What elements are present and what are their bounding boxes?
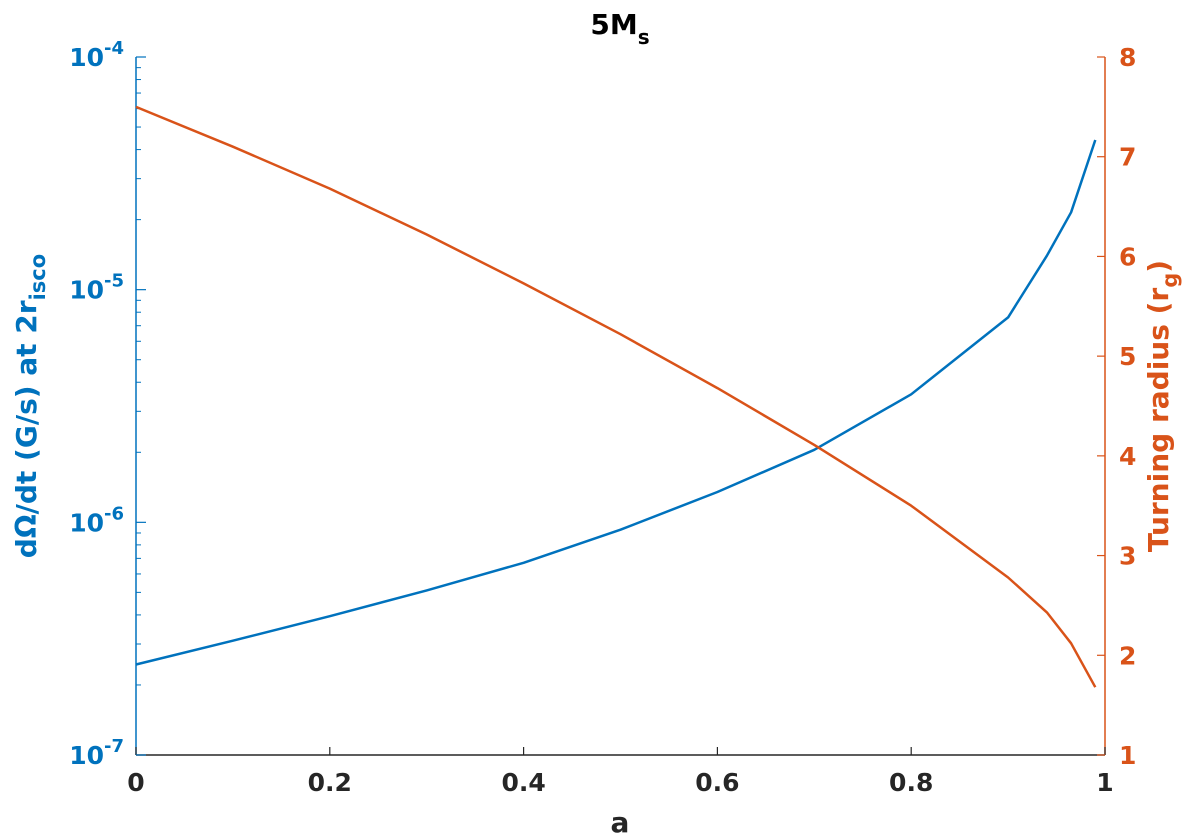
chart-title: 5Ms <box>590 8 649 49</box>
right-tick-label: 1 <box>1119 741 1136 770</box>
right-tick-label: 8 <box>1119 43 1136 72</box>
x-tick-label: 0.8 <box>889 768 933 797</box>
right-tick-label: 6 <box>1119 242 1136 271</box>
right-tick-label: 7 <box>1119 143 1136 172</box>
right-tick-label: 4 <box>1119 442 1136 471</box>
right-tick-label: 3 <box>1119 542 1136 571</box>
left-tick-label: 10-6 <box>69 503 124 537</box>
x-tick-label: 0.4 <box>501 768 545 797</box>
left-tick-label: 10-4 <box>69 38 124 72</box>
right-tick-label: 2 <box>1119 641 1136 670</box>
x-tick-label: 0.2 <box>308 768 352 797</box>
x-tick-label: 1 <box>1096 768 1113 797</box>
x-tick-label: 0 <box>127 768 144 797</box>
series-line-left <box>135 139 1097 666</box>
right-axis-title: Turning radius (rg) <box>1142 260 1182 552</box>
left-axis-title: dΩ/dt (G/s) at 2risco <box>10 254 50 558</box>
x-tick-label: 0.6 <box>695 768 739 797</box>
left-tick-label: 10-5 <box>69 271 124 305</box>
series-line-right <box>135 105 1097 688</box>
right-tick-label: 5 <box>1119 342 1136 371</box>
x-axis-title: a <box>611 806 630 839</box>
left-tick-label: 10-7 <box>69 736 124 770</box>
chart-marks: 0 0.2 0.4 0.6 0.8 1 10-7 10-6 10-5 10-4 1 2 3 4 5 6 7 8 <box>69 38 1136 797</box>
